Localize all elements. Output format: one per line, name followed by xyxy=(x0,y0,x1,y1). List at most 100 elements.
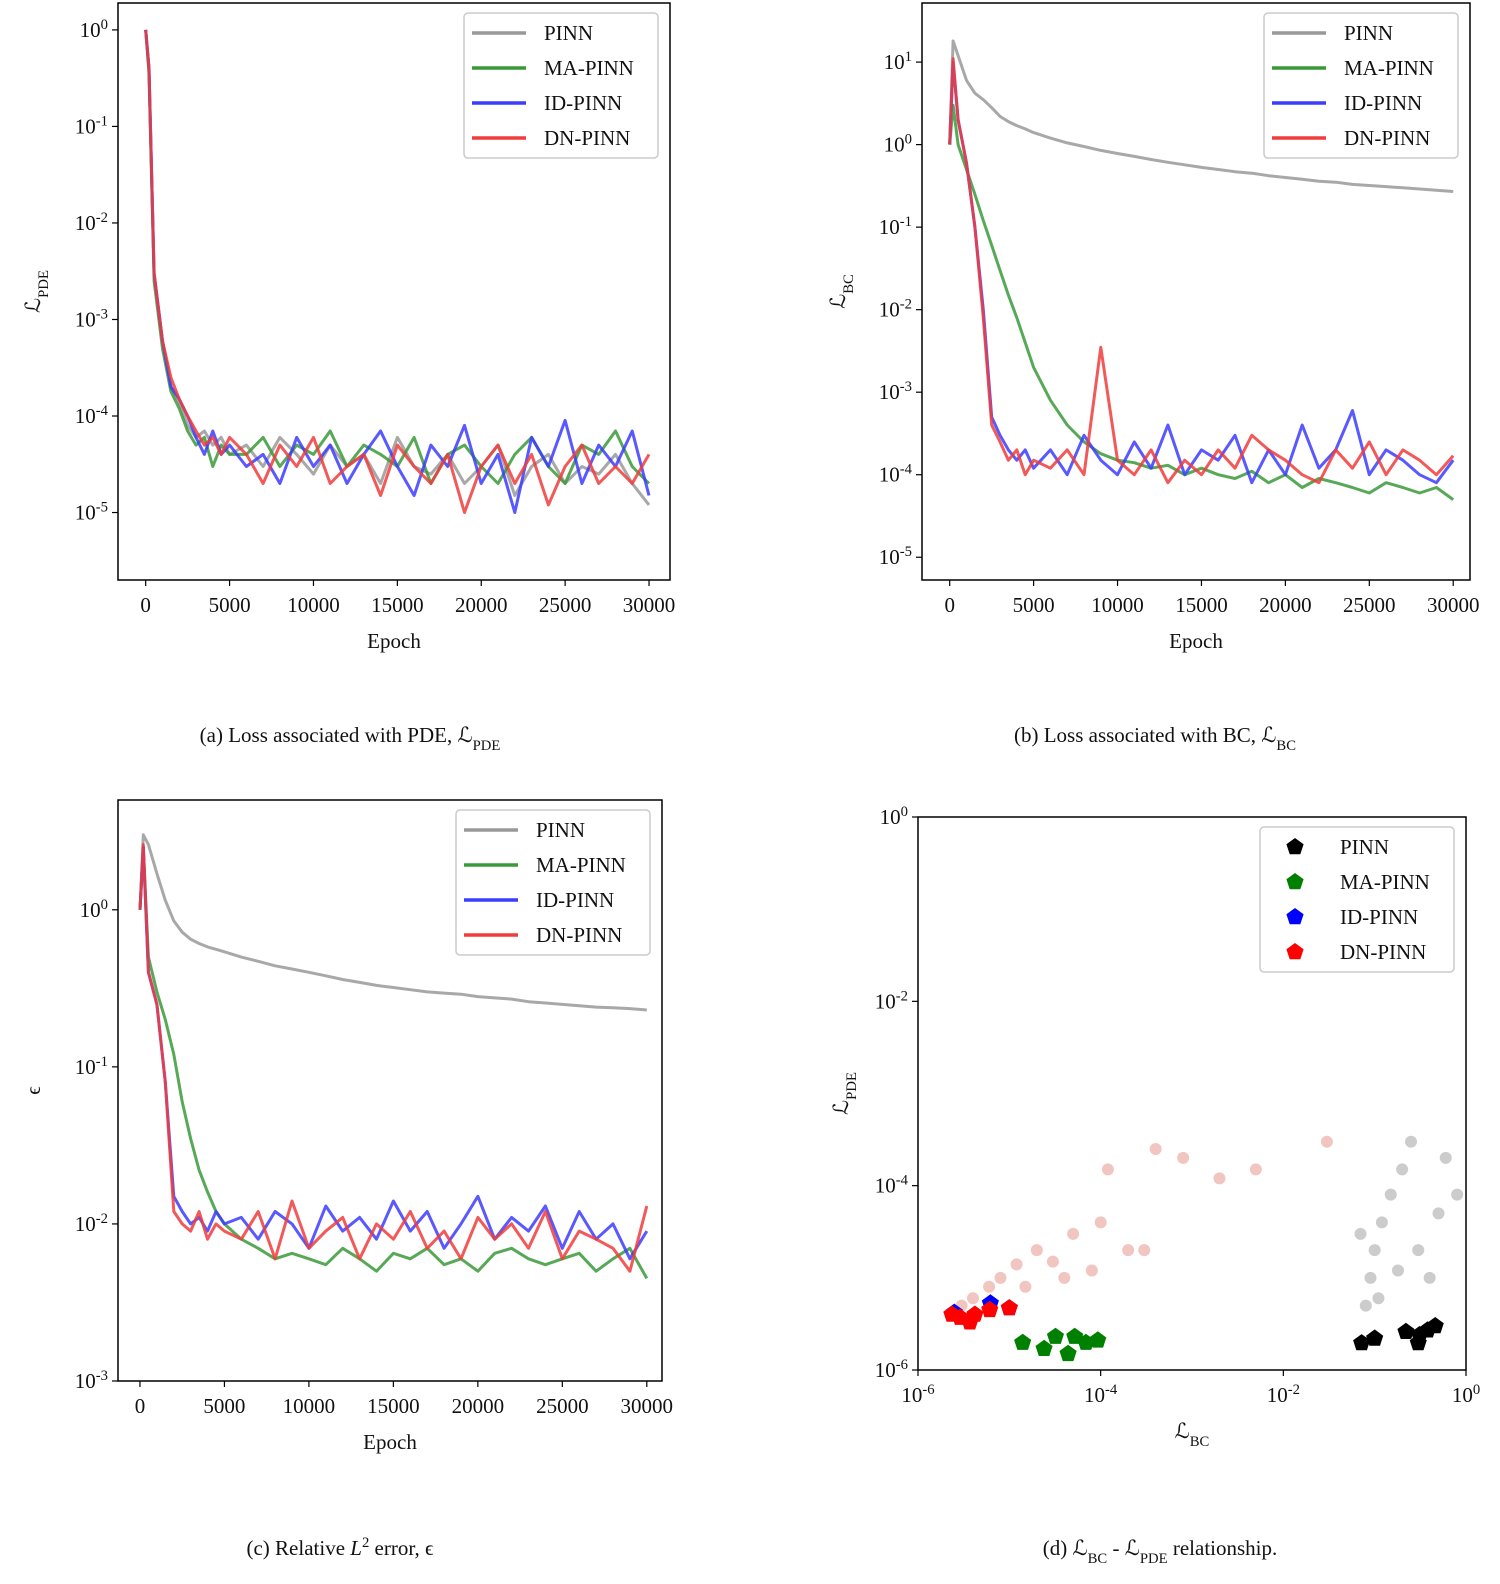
x-tick-label: 30000 xyxy=(621,1394,674,1418)
y-tick-label: 10-5 xyxy=(879,544,912,569)
y-tick-label: 100 xyxy=(884,132,912,157)
y-tick-label: 10-4 xyxy=(879,462,913,487)
legend-box xyxy=(463,12,659,159)
trail-point xyxy=(1058,1271,1071,1284)
x-tick-label: 15000 xyxy=(367,1394,420,1418)
x-tick-label-base: 10 xyxy=(1452,1383,1473,1407)
trail-point xyxy=(1213,1172,1226,1185)
y-tick-label-exp: -1 xyxy=(900,214,912,230)
x-tick-label: 0 xyxy=(944,593,955,617)
x-tick-label: 0 xyxy=(135,1394,146,1418)
y-tick-label: 10-1 xyxy=(75,113,108,138)
x-tick-label-exp: -4 xyxy=(1105,1382,1118,1398)
series-line xyxy=(138,845,649,1261)
x-tick-label: 10000 xyxy=(283,1394,336,1418)
trail-point xyxy=(1030,1244,1043,1257)
legend-box xyxy=(1263,12,1459,159)
trail-point xyxy=(1368,1244,1381,1257)
y-tick-label-exp: -3 xyxy=(96,1368,108,1384)
y-tick-label-base: 10 xyxy=(875,1358,896,1382)
legend-label: MA-PINN xyxy=(544,56,634,80)
y-tick-label: 10-1 xyxy=(75,1054,108,1079)
trail-point xyxy=(1396,1163,1409,1176)
y-axis-label-part: PDE xyxy=(36,270,52,298)
caption-part: L xyxy=(349,1536,362,1560)
legend-swatch xyxy=(1286,838,1304,855)
caption: (d) ℒBC - ℒPDE relationship. xyxy=(1043,1536,1278,1567)
x-axis-label-part: Epoch xyxy=(367,629,421,653)
y-tick-label-base: 10 xyxy=(879,380,900,404)
point xyxy=(1089,1331,1107,1348)
point xyxy=(1366,1329,1384,1346)
y-tick-label-base: 10 xyxy=(75,307,96,331)
legend-box xyxy=(455,809,651,956)
y-tick-label-base: 10 xyxy=(880,805,901,829)
trail-point xyxy=(1094,1216,1107,1229)
y-tick-label-exp: 0 xyxy=(101,17,108,33)
trail-point xyxy=(1354,1227,1367,1240)
x-tick-label: 0 xyxy=(140,593,151,617)
series-line xyxy=(144,29,651,514)
x-tick-label-exp: -6 xyxy=(922,1382,934,1398)
series-line xyxy=(138,843,649,1273)
caption-part: BC xyxy=(1088,1551,1108,1567)
x-tick-label: 5000 xyxy=(1013,593,1055,617)
y-tick-label-base: 10 xyxy=(884,133,905,157)
x-tick-label: 10000 xyxy=(287,593,340,617)
y-tick-label-exp: 0 xyxy=(101,897,108,913)
x-tick-label-base: 10 xyxy=(901,1383,922,1407)
y-tick-label-base: 10 xyxy=(75,404,96,428)
series-line xyxy=(948,57,1455,485)
trail-point xyxy=(1046,1255,1059,1268)
point xyxy=(1397,1322,1415,1339)
y-tick-label: 100 xyxy=(80,17,108,42)
y-tick-label-exp: -3 xyxy=(900,379,912,395)
y-tick-label: 10-3 xyxy=(75,1368,108,1393)
trail-point xyxy=(1451,1188,1464,1201)
caption-part: - ℒ xyxy=(1107,1536,1140,1560)
y-axis-label-part: ϵ xyxy=(21,1086,45,1095)
y-tick-label: 10-2 xyxy=(75,1211,108,1236)
trail-point xyxy=(994,1271,1007,1284)
x-tick-label: 10-4 xyxy=(1084,1382,1118,1407)
trail-point xyxy=(1122,1244,1135,1257)
y-tick-label-base: 10 xyxy=(75,114,96,138)
trail-point xyxy=(1375,1216,1388,1229)
y-tick-label-base: 10 xyxy=(879,463,900,487)
trail-point xyxy=(1359,1299,1372,1312)
trail-point xyxy=(983,1280,996,1293)
y-tick-label-exp: -3 xyxy=(96,306,108,322)
series-line xyxy=(948,103,1455,501)
trail-point xyxy=(1412,1244,1425,1257)
legend-label: DN-PINN xyxy=(544,126,630,150)
x-axis-label-part: ℒ xyxy=(1175,1419,1190,1443)
x-tick-label: 25000 xyxy=(536,1394,589,1418)
x-tick-label: 100 xyxy=(1452,1382,1480,1407)
series-line xyxy=(138,845,649,1280)
trail-point xyxy=(1067,1227,1080,1240)
x-axis-label-part: BC xyxy=(1190,1434,1210,1450)
caption-part: (d) ℒ xyxy=(1043,1536,1088,1560)
y-axis-label: ℒPDE xyxy=(21,270,52,313)
legend-label: ID-PINN xyxy=(536,888,614,912)
legend-swatch xyxy=(1286,873,1304,890)
trail-point xyxy=(1439,1151,1452,1164)
y-tick-label-base: 10 xyxy=(75,1055,96,1079)
x-tick-label: 20000 xyxy=(1259,593,1312,617)
point xyxy=(1059,1344,1077,1362)
series-line xyxy=(948,39,1454,193)
y-tick-label-exp: -2 xyxy=(896,988,908,1004)
point xyxy=(1014,1333,1032,1350)
y-tick-label: 100 xyxy=(880,804,908,829)
x-tick-label: 10000 xyxy=(1091,593,1144,617)
legend-label: ID-PINN xyxy=(544,91,622,115)
series-line xyxy=(138,833,647,1012)
y-tick-label-base: 10 xyxy=(879,215,900,239)
point xyxy=(966,1305,984,1322)
trail-point xyxy=(1372,1292,1385,1305)
y-tick-label-base: 10 xyxy=(80,898,101,922)
y-axis-label: ℒPDE xyxy=(829,1072,860,1115)
y-tick-label: 10-3 xyxy=(75,306,108,331)
legend-label: MA-PINN xyxy=(1344,56,1434,80)
y-tick-label: 101 xyxy=(884,49,912,74)
